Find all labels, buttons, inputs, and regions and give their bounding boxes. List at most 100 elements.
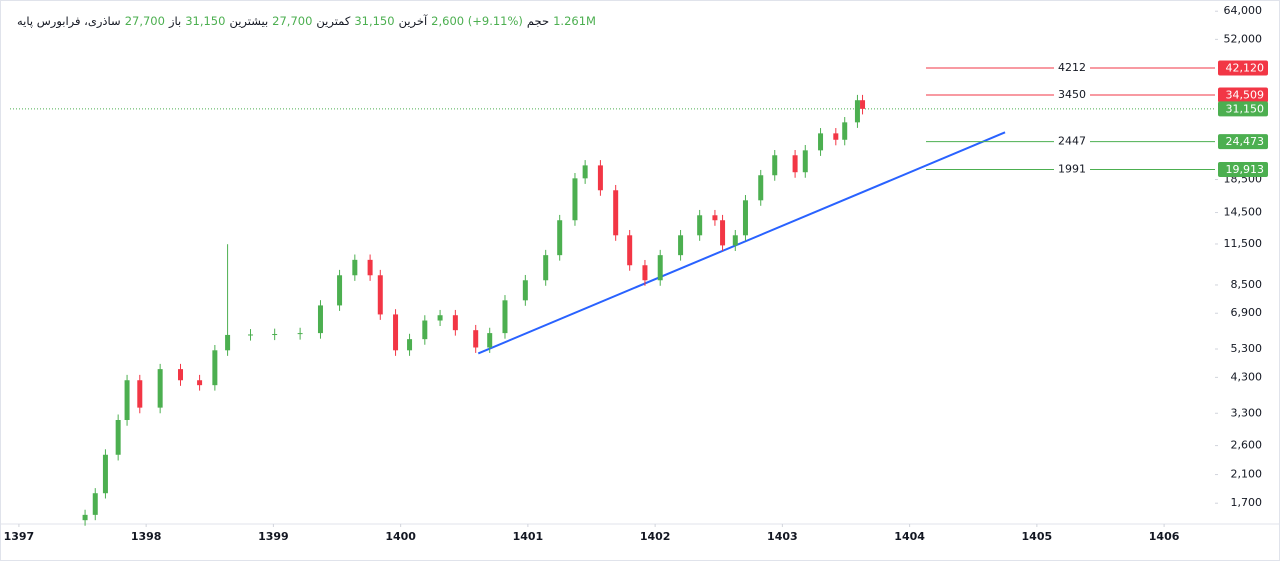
volume-label: حجم [526,14,550,28]
candle-body [543,255,549,281]
change: 2,600 (+9.11%) [431,14,523,28]
last-price-badge: 31,150 [1226,102,1265,115]
last-price-badge-bg [1218,101,1268,117]
volume: 1.261M [553,14,596,28]
x-tick-label: 1404 [894,530,925,543]
level-label-bg [1054,162,1090,177]
candle-body [642,265,648,281]
candle-body [697,215,703,236]
x-tick-label: 1406 [1149,530,1180,543]
symbol: ساذری، فرابورس پایه [17,14,121,28]
candle-body [732,235,738,246]
y-tick-label: 4,300 [1231,370,1263,383]
candle-body [742,200,748,236]
candle-body [157,369,163,408]
candle-body [758,175,764,201]
candle-body [712,215,718,221]
level-label-bg [1054,87,1090,102]
candle-body [437,315,443,321]
y-tick-label: 3,300 [1231,406,1263,419]
y-tick-label: 1,700 [1231,496,1263,509]
level-badge: 34,509 [1226,88,1265,101]
open-label: باز [168,14,182,28]
candle-body [247,334,253,336]
candle-body [178,369,184,381]
open-value: 27,700 [124,14,165,28]
candle-body [452,315,458,331]
candle-body [657,255,663,281]
candle-body [82,514,88,521]
candle-body [197,380,203,386]
x-tick-label: 1397 [4,530,35,543]
candle-body [802,150,808,173]
y-tick-label: 5,300 [1231,342,1263,355]
x-tick-label: 1403 [767,530,798,543]
candle-body [613,190,619,236]
candle-body [225,334,231,351]
candle-body [92,493,98,515]
candle-body [572,178,578,221]
level-label-bg [1054,60,1090,75]
candle-body [317,305,323,334]
candle-body [297,333,303,335]
candle-body [124,380,130,421]
candle-body [772,155,778,176]
candle-body [102,454,108,494]
candle-body [557,220,563,256]
candle-body [352,259,358,276]
level-label: 1991 [1058,163,1086,176]
y-tick-label: 64,000 [1224,4,1263,17]
candle-body [522,280,528,301]
high-label: بیشترین [229,14,269,28]
candle-body [792,155,798,173]
candle-body [212,350,218,386]
candle-body [115,420,121,455]
y-tick-label: 2,600 [1231,439,1263,452]
candle-body [854,100,860,123]
x-tick-label: 1405 [1022,530,1053,543]
candle-body [720,220,726,246]
level-label-bg [1054,134,1090,149]
level-badge-bg [1218,87,1268,103]
level-badge-bg [1218,162,1268,178]
level-badge-bg [1218,134,1268,150]
candle-body [842,122,848,140]
level-badge-bg [1218,60,1268,76]
level-label: 4212 [1058,61,1086,74]
level-label: 3450 [1058,88,1086,101]
y-tick-label: 2,100 [1231,468,1263,481]
candle-body [473,330,479,348]
high-value: 31,150 [185,14,226,28]
candle-body [502,300,508,334]
header: ساذری، فرابورس پایه 27,700 باز 31,150 بیشت… [17,14,596,28]
level-badge: 19,913 [1226,163,1265,176]
level-badge: 42,120 [1226,61,1265,74]
candle-body [393,314,399,351]
close-value: 31,150 [354,14,395,28]
candle-body [582,165,588,179]
low-value: 27,700 [272,14,313,28]
y-tick-label: 14,500 [1224,206,1263,219]
candle-body [137,380,143,408]
candle-body [337,275,343,306]
x-tick-label: 1400 [385,530,416,543]
candle-body [377,275,383,315]
low-label: کمترین [316,14,351,28]
candle-body [833,133,839,140]
candle-body [367,259,373,276]
candle-body [818,133,824,151]
x-tick-label: 1401 [513,530,544,543]
close-label: آخرین [398,14,428,28]
y-tick-label: 8,500 [1231,278,1263,291]
level-badge: 24,473 [1226,135,1265,148]
candle-body [422,320,428,340]
trendline [477,131,1006,355]
y-tick-label: 6,900 [1231,306,1263,319]
level-label: 2447 [1058,135,1086,148]
y-tick-label: 52,000 [1224,32,1263,45]
candle-body [407,339,413,351]
x-tick-label: 1398 [131,530,162,543]
